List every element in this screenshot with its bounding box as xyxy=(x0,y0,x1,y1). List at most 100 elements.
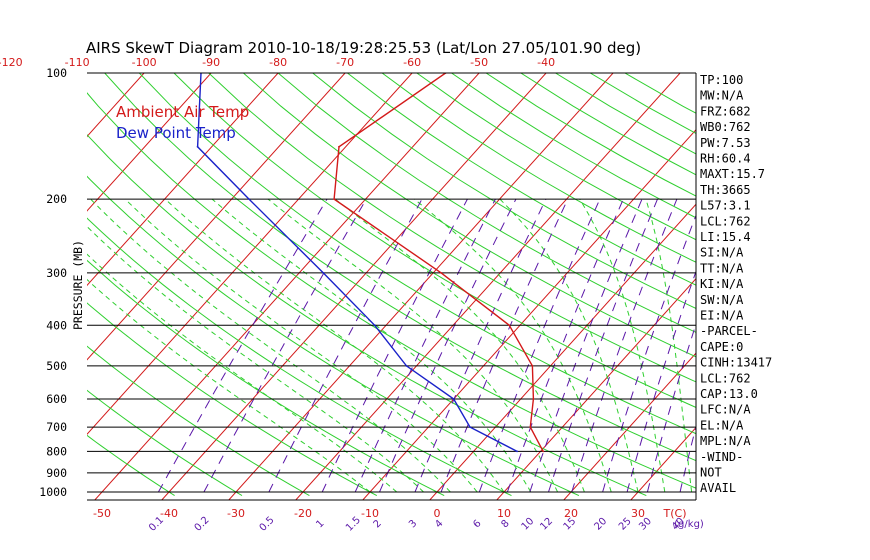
legend: Ambient Air Temp Dew Point Temp xyxy=(116,103,249,142)
dew-point-temp-line xyxy=(196,73,518,453)
moist-adiabat-line xyxy=(90,198,451,493)
top-temp-tick-label: -100 xyxy=(132,56,157,69)
isotherm-line xyxy=(630,426,696,500)
sidebar-stat: EI:N/A xyxy=(700,309,744,323)
isotherm-line xyxy=(362,129,696,500)
dew-point-temp-point xyxy=(322,272,325,274)
top-temp-tick-label: -110 xyxy=(65,56,90,69)
mixing-ratio-tick-label: 1 xyxy=(314,518,326,530)
dry-adiabat-line xyxy=(87,302,378,497)
bottom-temp-tick-label: -50 xyxy=(93,507,111,520)
pressure-tick-label: 500 xyxy=(46,359,67,373)
dry-adiabat-line xyxy=(87,259,445,497)
isotherm-line xyxy=(0,73,77,500)
sidebar-stat: TH:3665 xyxy=(700,183,751,197)
sidebar-stat: PW:7.53 xyxy=(700,136,751,150)
mixing-ratio-line xyxy=(478,198,601,493)
dry-adiabat-line xyxy=(87,175,580,497)
legend-ambient-air-temp: Ambient Air Temp xyxy=(116,103,249,121)
isotherm-line xyxy=(161,73,547,500)
mixing-ratio-tick-label: 0.5 xyxy=(258,515,277,534)
isotherm-line xyxy=(87,73,346,361)
chart-title: AIRS SkewT Diagram 2010-10-18/19:28:25.5… xyxy=(86,39,641,57)
isotherm-line xyxy=(87,73,413,435)
pressure-tick-label: 100 xyxy=(46,66,67,80)
dry-adiabat-line xyxy=(87,389,243,497)
dry-adiabat-line xyxy=(87,217,512,497)
mixing-ratio-line xyxy=(379,198,517,493)
bottom-temp-tick-label: -40 xyxy=(160,507,178,520)
bottom-temp-tick-label: 0 xyxy=(434,507,441,520)
ambient-air-temp-point xyxy=(333,198,335,201)
mixing-ratio-tick-label: 6 xyxy=(471,518,483,530)
moist-adiabat-line xyxy=(211,198,532,493)
sidebar-stat: EL:N/A xyxy=(700,418,744,432)
moist-adiabat-line xyxy=(499,198,639,493)
dry-adiabat-line xyxy=(208,73,696,383)
sidebar-stat: LFC:N/A xyxy=(700,403,751,417)
dry-adiabat-line xyxy=(87,134,647,497)
top-temp-tick-label: -90 xyxy=(202,56,220,69)
sidebar-stat: LCL:762 xyxy=(700,371,751,385)
mixing-ratio-line xyxy=(157,198,328,493)
ambient-air-temp-line xyxy=(333,73,544,452)
dew-point-temp-point xyxy=(516,450,518,453)
pressure-tick-label: 300 xyxy=(46,266,67,280)
dry-adiabat-line xyxy=(87,92,696,489)
grid-lines xyxy=(0,73,696,500)
pressure-tick-label: 900 xyxy=(46,466,67,480)
top-temp-tick-label: -70 xyxy=(336,56,354,69)
pressure-tick-label: 800 xyxy=(46,444,67,458)
sidebar-stat: SI:N/A xyxy=(700,246,744,260)
mixing-ratio-line xyxy=(529,198,643,493)
ambient-air-temp-point xyxy=(508,324,511,327)
mixing-ratio-line xyxy=(354,198,496,493)
dry-adiabat-line xyxy=(312,73,696,310)
mixing-ratio-tick-label: 2 xyxy=(372,518,384,530)
ambient-air-temp-point xyxy=(542,450,545,453)
moist-adiabat-line xyxy=(87,225,424,493)
dry-adiabat-line xyxy=(173,73,696,408)
dry-adiabat-line xyxy=(416,73,696,241)
mixing-ratio-tick-label: 20 xyxy=(592,516,609,533)
top-temp-tick-label: -50 xyxy=(470,56,488,69)
moist-adiabat-line xyxy=(87,278,371,493)
ambient-air-temp-point xyxy=(440,272,443,274)
pressure-tick-label: 1000 xyxy=(39,485,67,499)
isotherm-line xyxy=(94,73,480,500)
dew-point-temp-point xyxy=(452,398,455,400)
sidebar-stat: CINH:13417 xyxy=(700,356,772,370)
sidebar-stat: LI:15.4 xyxy=(700,230,751,244)
bottom-temp-tick-label: -30 xyxy=(227,507,245,520)
sidebar-stat: MAXT:15.7 xyxy=(700,167,765,181)
bottom-temp-tick-label: -20 xyxy=(294,507,312,520)
sidebar-stat: AVAIL xyxy=(700,481,736,495)
sidebar-stat: MPL:N/A xyxy=(700,434,751,448)
sidebar-stat: -PARCEL- xyxy=(700,324,758,338)
sidebar-stat: KI:N/A xyxy=(700,277,744,291)
bottom-temp-tick-label: 30 xyxy=(631,507,645,520)
sidebar-stat: RH:60.4 xyxy=(700,152,751,166)
pressure-tick-label: 700 xyxy=(46,420,67,434)
dry-adiabat-line xyxy=(451,73,696,219)
mixing-ratio-tick-label: 3 xyxy=(407,518,419,530)
top-temp-tick-label: -120 xyxy=(0,56,23,69)
isotherm-line xyxy=(295,73,681,500)
moist-adiabat-line xyxy=(579,198,666,493)
top-temp-tick-label: -40 xyxy=(537,56,555,69)
sidebar-stat: NOT xyxy=(700,466,722,480)
sidebar-stat: TP:100 xyxy=(700,73,743,87)
isotherm-line xyxy=(429,203,696,500)
dew-point-temp-point xyxy=(196,145,199,148)
dew-point-temp-point xyxy=(248,198,250,201)
sidebar-stat: L57:3.1 xyxy=(700,199,751,213)
isotherm-line xyxy=(87,73,212,212)
isotherm-line xyxy=(563,352,696,500)
bottom-temp-tick-label: 20 xyxy=(564,507,578,520)
mixing-ratio-unit-label: (g/kg) xyxy=(674,519,704,530)
dry-adiabat-line xyxy=(87,434,175,497)
sidebar-stat: SW:N/A xyxy=(700,293,744,307)
ambient-air-temp-point xyxy=(529,426,532,428)
